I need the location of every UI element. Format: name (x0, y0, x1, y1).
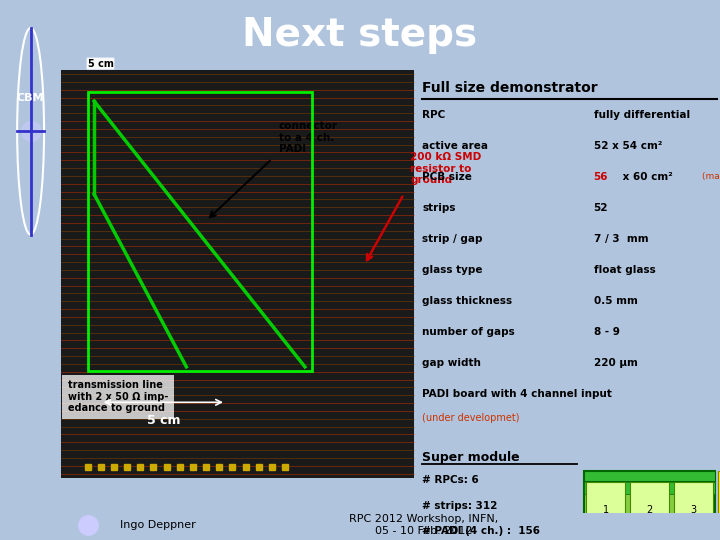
Text: # strips: 312: # strips: 312 (422, 501, 498, 511)
Text: 2: 2 (647, 504, 652, 515)
Bar (630, 482, 669, 537)
Text: 5 cm: 5 cm (147, 414, 180, 427)
Text: 7 / 3  mm: 7 / 3 mm (593, 234, 648, 244)
Text: Ingo Deppner: Ingo Deppner (120, 520, 197, 530)
Text: active area: active area (422, 141, 488, 151)
Text: 3: 3 (690, 504, 696, 515)
Text: glass thickness: glass thickness (422, 296, 513, 306)
Text: (under developmet): (under developmet) (422, 414, 520, 423)
Text: RPC 2012 Workshop, INFN,
05 - 10 Feb. 2012: RPC 2012 Workshop, INFN, 05 - 10 Feb. 20… (349, 514, 498, 536)
Text: Full size demonstrator: Full size demonstrator (422, 81, 598, 95)
Text: PCB size: PCB size (422, 172, 472, 182)
Text: 200 kΩ SMD
resistor to
ground: 200 kΩ SMD resistor to ground (410, 152, 482, 185)
Text: # RPCs: 6: # RPCs: 6 (422, 475, 479, 485)
Bar (88, 92, 312, 372)
Text: gap width: gap width (422, 358, 481, 368)
Text: strip / gap: strip / gap (422, 234, 482, 244)
Text: float glass: float glass (593, 265, 655, 275)
Text: 1: 1 (603, 504, 608, 515)
Text: 52: 52 (593, 203, 608, 213)
Text: Super module: Super module (422, 451, 520, 464)
Text: number of gaps: number of gaps (422, 327, 515, 337)
Text: glass type: glass type (422, 265, 482, 275)
Text: Next steps: Next steps (243, 16, 477, 54)
Text: x 60 cm²: x 60 cm² (618, 172, 672, 182)
Bar (61, 70, 414, 477)
Text: PADI board with 4 channel input: PADI board with 4 channel input (422, 389, 612, 399)
Text: strips: strips (422, 203, 456, 213)
Text: (maximal size): (maximal size) (702, 172, 720, 181)
Text: connector
to a 4 ch.
PADI: connector to a 4 ch. PADI (279, 121, 338, 154)
Bar (584, 482, 716, 494)
Bar (584, 471, 716, 481)
Text: transmission line
with 2 x 50 Ω imp-
edance to ground: transmission line with 2 x 50 Ω imp- eda… (68, 380, 168, 413)
Text: RPC: RPC (422, 110, 446, 120)
Bar (584, 471, 716, 540)
Text: 0.5 mm: 0.5 mm (593, 296, 637, 306)
Text: 56: 56 (593, 172, 608, 182)
Text: # PADI (4 ch.) :  156: # PADI (4 ch.) : 156 (422, 526, 540, 536)
Text: 220 μm: 220 μm (593, 358, 637, 368)
Bar (586, 482, 625, 537)
Text: 5 cm: 5 cm (88, 58, 114, 69)
Text: fully differential: fully differential (593, 110, 690, 120)
Bar (718, 471, 720, 540)
Text: 52 x 54 cm²: 52 x 54 cm² (593, 141, 662, 151)
Bar (674, 482, 713, 537)
Text: 8 - 9: 8 - 9 (593, 327, 619, 337)
Text: CBM: CBM (17, 93, 45, 103)
